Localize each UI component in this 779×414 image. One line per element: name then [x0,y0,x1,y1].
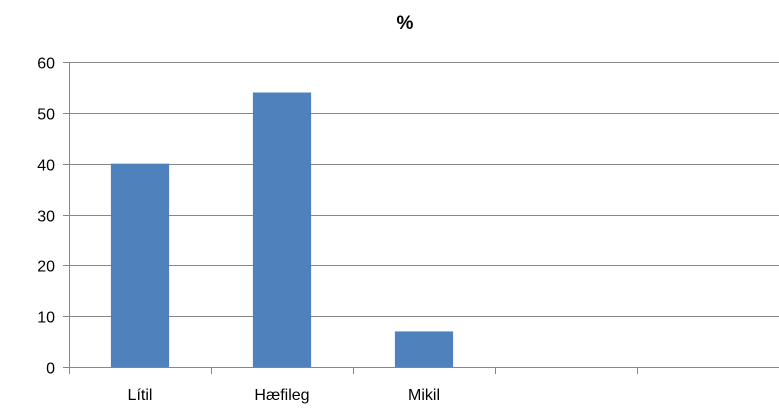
x-category-labels: Lítil Hæfileg Mikil [128,387,440,404]
y-tick-label: 40 [37,158,55,175]
bar [394,331,454,367]
bar [252,92,312,367]
axes [63,62,779,374]
y-tick-label: 30 [37,209,55,226]
y-tick-label: 60 [37,56,55,73]
chart-title: % [397,13,414,34]
x-category-label: Mikil [408,387,440,404]
bar [110,163,170,367]
y-tick-label: 20 [37,259,55,276]
y-tick-label: 50 [37,107,55,124]
gridlines [69,62,779,317]
y-tick-label: 0 [46,361,55,378]
x-category-label: Lítil [128,387,153,404]
bars [110,92,454,367]
y-tick-label: 10 [37,310,55,327]
y-tick-labels: 0 10 20 30 40 50 60 [37,56,55,378]
x-category-label: Hæfileg [254,387,309,404]
